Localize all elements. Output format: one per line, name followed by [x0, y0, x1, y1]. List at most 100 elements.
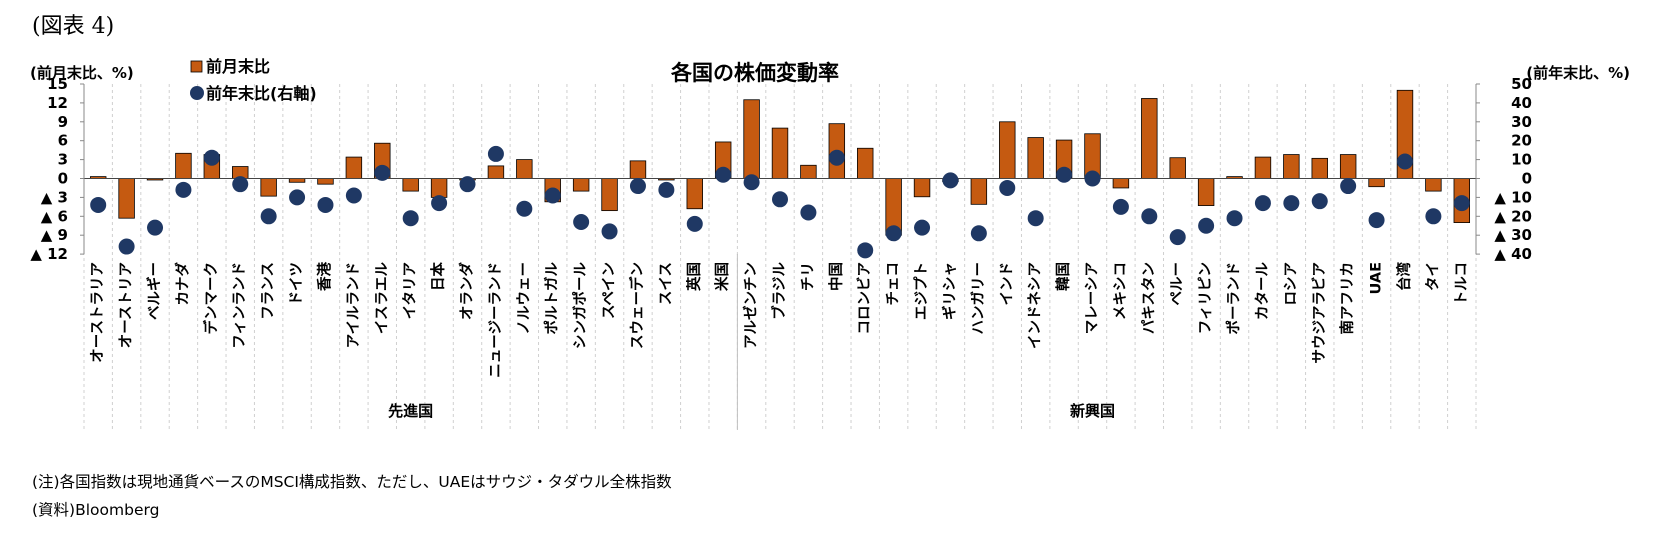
dot-スウェーデン [629, 178, 646, 195]
bar-イタリア [402, 178, 419, 192]
category-label: アイルランド [346, 262, 362, 348]
right-tick-label: ▲ 20 [1494, 207, 1532, 225]
dot-カタール [1254, 195, 1271, 212]
dot-香港 [317, 196, 334, 213]
bar-ノルウェー [516, 159, 533, 179]
category-label: ベルギー [146, 262, 163, 320]
bar-シンガポール [572, 178, 590, 192]
left-tick-label: ▲ 3 [41, 188, 68, 206]
bar-スペイン [601, 178, 618, 212]
bar-ロシア [1283, 154, 1300, 179]
group-label: 先進国 [388, 402, 433, 420]
left-tick-label: 12 [47, 94, 68, 112]
dot-メキシコ [1112, 198, 1129, 215]
category-label: スウェーデン [628, 262, 646, 349]
left-tick-label: ▲ 6 [41, 207, 68, 225]
right-tick-label: 50 [1511, 75, 1532, 93]
category-label: ペルー [1170, 262, 1186, 306]
dot-タイ [1425, 208, 1442, 225]
category-label: 南アフリカ [1338, 262, 1356, 335]
dot-イタリア [402, 210, 419, 227]
category-label: 中国 [827, 262, 845, 291]
bar-ペルー [1169, 157, 1186, 179]
category-label: カナダ [173, 262, 191, 306]
left-tick-label: 0 [58, 170, 68, 188]
category-label: フィンランド [232, 262, 248, 349]
bar-series [89, 89, 1471, 236]
category-label: デンマーク [202, 262, 220, 335]
category-label: 米国 [713, 262, 731, 291]
dot-デンマーク [203, 149, 220, 166]
category-label: コロンビア [856, 262, 873, 335]
category-label: カタール [1254, 262, 1271, 320]
dot-series [90, 145, 1470, 259]
left-tick-label: 6 [58, 132, 68, 150]
category-label: 英国 [685, 262, 703, 291]
category-label: ポーランド [1225, 262, 1243, 335]
dot-ニュージーランド [487, 145, 504, 162]
dot-UAE [1368, 212, 1385, 229]
right-tick-label: 10 [1511, 151, 1532, 169]
dot-コロンビア [857, 242, 874, 259]
legend: 前月末比 前年末比(右軸) [190, 57, 317, 103]
category-label: チリ [799, 262, 816, 291]
right-tick-label: 40 [1511, 94, 1532, 112]
category-label: 台湾 [1395, 262, 1413, 291]
category-label: エジプト [913, 262, 930, 320]
bar-ブラジル [771, 127, 789, 179]
right-tick-label: ▲ 10 [1494, 188, 1532, 206]
bar-南アフリカ [1339, 154, 1357, 179]
category-label: インドネシア [1027, 262, 1044, 349]
bar-エジプト [913, 178, 931, 198]
bar-インドネシア [1027, 137, 1044, 179]
category-label: 日本 [429, 262, 447, 291]
dot-アイルランド [345, 187, 362, 204]
category-label: ギリシャ [941, 262, 958, 320]
left-tick-label: 3 [58, 151, 68, 169]
dot-オーストラリア [90, 196, 107, 213]
category-label: シンガポール [571, 262, 589, 349]
note-text: (注)各国指数は現地通貨ベースのMSCI構成指数、ただし、UAEはサウジ・タダウ… [32, 473, 672, 491]
left-tick-label: ▲ 9 [41, 226, 68, 244]
dot-ノルウェー [516, 200, 533, 217]
bar-香港 [317, 178, 334, 185]
dot-ドイツ [289, 189, 306, 206]
bar-アイルランド [345, 156, 363, 179]
right-tick-label: 30 [1511, 113, 1532, 131]
bar-スウェーデン [629, 160, 647, 179]
dot-イスラエル [374, 164, 391, 181]
right-axis-unit: (前年末比、%) [1526, 64, 1630, 82]
dot-ハンガリー [970, 225, 987, 242]
category-label: ロシア [1283, 262, 1299, 306]
bar-カナダ [175, 152, 192, 179]
dot-インドネシア [1027, 210, 1044, 227]
bar-ハンガリー [970, 178, 988, 205]
category-label: ノルウェー [515, 262, 532, 335]
bar-フランス [260, 178, 277, 197]
dot-スイス [658, 181, 675, 198]
dot-日本 [431, 195, 448, 212]
right-tick-label: 0 [1522, 170, 1532, 188]
bar-サウジアラビア [1311, 157, 1328, 179]
bar-アルゼンチン [743, 99, 760, 179]
category-label: トルコ [1454, 262, 1470, 305]
legend-dot-label: 前年末比(右軸) [206, 84, 317, 103]
dot-ギリシャ [942, 172, 959, 189]
left-tick-label: 15 [47, 75, 68, 93]
category-label: オーストラリア [89, 262, 106, 363]
category-label: フィリピン [1197, 262, 1214, 334]
bar-英国 [686, 178, 703, 210]
dot-シンガポール [573, 213, 590, 230]
left-tick-label: ▲ 12 [30, 245, 68, 263]
category-label: イタリア [402, 262, 419, 319]
dot-マレーシア [1084, 170, 1101, 187]
bar-チリ [800, 164, 817, 179]
bar-タイ [1425, 178, 1442, 192]
dot-カナダ [175, 181, 192, 198]
category-label: オランダ [458, 262, 476, 320]
category-label: ドイツ [289, 262, 305, 306]
bar-ドイツ [288, 178, 306, 183]
bar-コロンビア [857, 147, 874, 179]
